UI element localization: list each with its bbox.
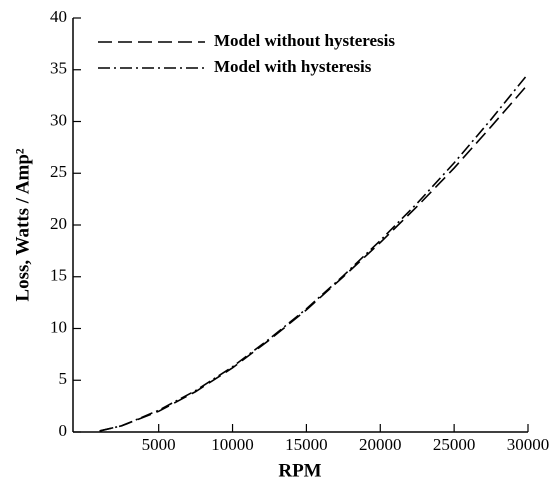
y-tick-label: 10 — [50, 317, 67, 336]
series-line — [99, 83, 529, 432]
y-tick-label: 5 — [59, 369, 68, 388]
legend-label: Model without hysteresis — [214, 31, 395, 50]
y-axis-label: Loss, Watts / Amp² — [12, 148, 33, 301]
y-tick-label: 15 — [50, 266, 67, 285]
x-tick-label: 20000 — [359, 435, 402, 454]
y-tick-label: 40 — [50, 7, 67, 26]
y-tick-label: 35 — [50, 59, 67, 78]
y-tick-label: 30 — [50, 110, 67, 129]
x-tick-label: 5000 — [142, 435, 176, 454]
series-line — [99, 73, 529, 432]
x-tick-label: 30000 — [507, 435, 550, 454]
y-tick-label: 20 — [50, 214, 67, 233]
x-tick-label: 10000 — [211, 435, 254, 454]
legend-label: Model with hysteresis — [214, 57, 372, 76]
x-axis-label: RPM — [278, 460, 321, 481]
x-tick-label: 15000 — [285, 435, 328, 454]
y-tick-label: 25 — [50, 162, 67, 181]
x-tick-label: 25000 — [433, 435, 476, 454]
y-tick-label: 0 — [59, 421, 68, 440]
